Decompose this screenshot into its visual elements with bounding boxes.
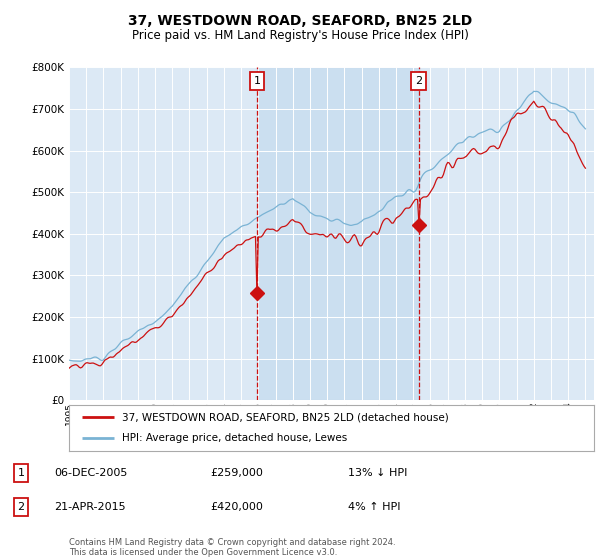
Text: Contains HM Land Registry data © Crown copyright and database right 2024.
This d: Contains HM Land Registry data © Crown c… [69, 538, 395, 557]
Text: 37, WESTDOWN ROAD, SEAFORD, BN25 2LD (detached house): 37, WESTDOWN ROAD, SEAFORD, BN25 2LD (de… [121, 412, 448, 422]
Text: 06-DEC-2005: 06-DEC-2005 [54, 468, 127, 478]
Text: 13% ↓ HPI: 13% ↓ HPI [348, 468, 407, 478]
Text: 2: 2 [415, 76, 422, 86]
Text: 21-APR-2015: 21-APR-2015 [54, 502, 125, 512]
Text: Price paid vs. HM Land Registry's House Price Index (HPI): Price paid vs. HM Land Registry's House … [131, 29, 469, 42]
Text: 2: 2 [17, 502, 25, 512]
Bar [257, 67, 419, 400]
Text: £259,000: £259,000 [210, 468, 263, 478]
Text: 4% ↑ HPI: 4% ↑ HPI [348, 502, 401, 512]
Text: 37, WESTDOWN ROAD, SEAFORD, BN25 2LD: 37, WESTDOWN ROAD, SEAFORD, BN25 2LD [128, 14, 472, 28]
Text: HPI: Average price, detached house, Lewes: HPI: Average price, detached house, Lewe… [121, 433, 347, 444]
Text: 1: 1 [17, 468, 25, 478]
Text: £420,000: £420,000 [210, 502, 263, 512]
Text: 1: 1 [253, 76, 260, 86]
